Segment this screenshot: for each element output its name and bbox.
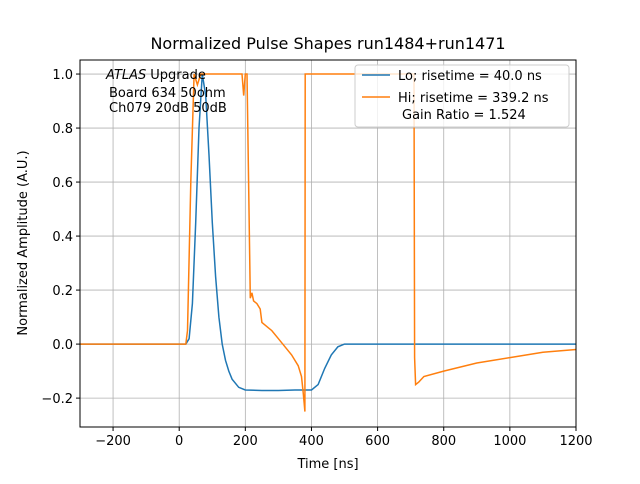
annotation-text: Ch079 20dB 50dB: [109, 101, 227, 116]
x-tick-label: 200: [233, 434, 258, 449]
y-tick-label: 0.6: [52, 176, 73, 191]
y-tick-label: 0.8: [52, 122, 73, 137]
y-tick-label: 0.0: [52, 338, 73, 353]
y-axis-label: Normalized Amplitude (A.U.): [16, 150, 31, 335]
x-tick-label: 600: [365, 434, 390, 449]
series-line: [80, 73, 576, 412]
plot-area: [80, 73, 576, 412]
legend-label: Lo; risetime = 40.0 ns: [398, 69, 542, 84]
x-axis-label: Time [ns]: [296, 457, 358, 472]
legend-box: [354, 64, 570, 128]
x-tick-label: 1200: [559, 434, 592, 449]
annotation-text: Upgrade: [150, 68, 206, 83]
legend-note: Gain Ratio = 1.524: [402, 108, 526, 123]
annotation-italic: ATLAS: [105, 68, 146, 83]
y-tick-label: −0.2: [41, 392, 73, 407]
x-tick-label: 800: [431, 434, 456, 449]
x-tick-label: −200: [95, 434, 131, 449]
legend-label: Hi; risetime = 339.2 ns: [398, 91, 549, 106]
series-line: [80, 73, 576, 392]
axes-frame: [79, 59, 577, 428]
annotation: ATLAS Upgrade: [105, 68, 206, 83]
y-tick-label: 0.2: [52, 284, 73, 299]
y-tick-label: 1.0: [52, 68, 73, 83]
x-tick-label: 1000: [493, 434, 526, 449]
annotation-text: Board 634 50ohm: [109, 86, 226, 101]
x-tick-label: 400: [299, 434, 324, 449]
chart-title: Normalized Pulse Shapes run1484+run1471: [150, 34, 505, 53]
y-tick-label: 0.4: [52, 230, 73, 245]
x-tick-label: 0: [175, 434, 183, 449]
